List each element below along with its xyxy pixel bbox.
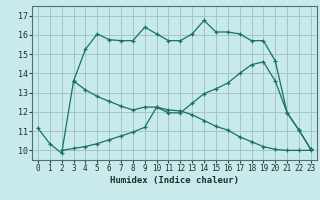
X-axis label: Humidex (Indice chaleur): Humidex (Indice chaleur) [110,176,239,185]
